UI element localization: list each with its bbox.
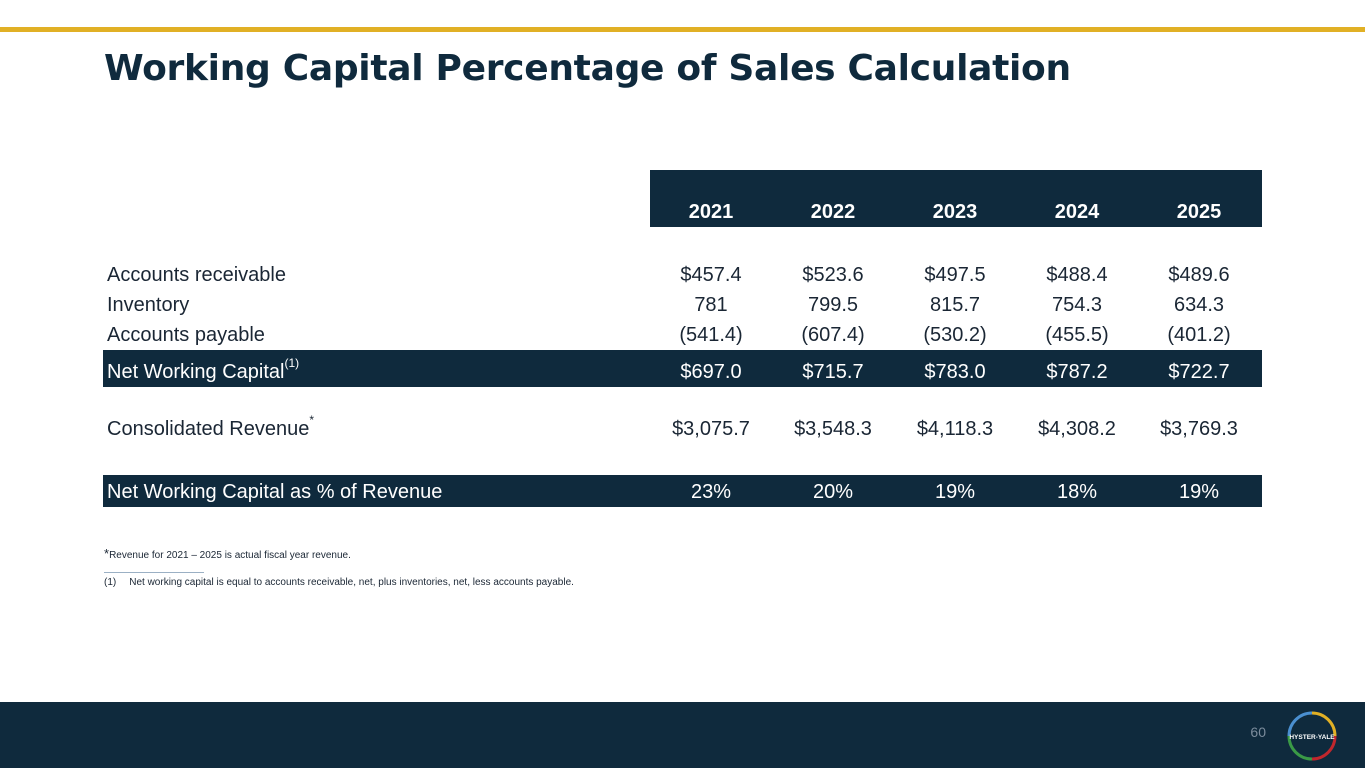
revenue-footnote-text: Revenue for 2021 – 2025 is actual fiscal… [109,550,351,561]
hyster-yale-logo: HYSTER-YALE [1287,711,1337,761]
nwc-pct-revenue-2023: 19% [934,481,976,503]
year-header-2022: 2022 [810,201,856,223]
footnote-divider [104,572,204,573]
page-number: 60 [1250,724,1266,740]
accounts-payable-2025: (401.2) [1167,324,1231,346]
year-header-2023: 2023 [932,201,978,223]
row-label-inventory: Inventory [107,294,190,316]
consolidated-revenue-2025: $3,769.3 [1160,418,1238,440]
consolidated-revenue-2022: $3,548.3 [794,418,872,440]
nwc-footnote: (1) Net working capital is equal to accou… [104,577,574,588]
accounts-payable-2023: (530.2) [923,324,987,346]
consolidated-revenue-2024: $4,308.2 [1038,418,1116,440]
revenue-footnote: *Revenue for 2021 – 2025 is actual fisca… [104,546,351,561]
consolidated-revenue-2023: $4,118.3 [916,418,994,440]
year-header-2024: 2024 [1054,201,1100,223]
net-working-capital-2023: $783.0 [924,361,986,383]
accounts-payable-2021: (541.4) [679,324,743,346]
consolidated-revenue-2021: $3,075.7 [672,418,750,440]
page-title: Working Capital Percentage of Sales Calc… [104,48,1071,89]
row-label-nwc-pct-revenue: Net Working Capital as % of Revenue [107,481,443,503]
row-label-consolidated-revenue: Consolidated Revenue* [107,414,314,444]
net-working-capital-2024: $787.2 [1046,361,1108,383]
inventory-2024: 754.3 [1051,294,1103,316]
revenue-footnote-star: * [104,546,110,561]
accounts-payable-2022: (607.4) [801,324,865,346]
nwc-pct-revenue-2022: 20% [812,481,854,503]
net-working-capital-2022: $715.7 [802,361,864,383]
accounts-receivable-2024: $488.4 [1046,264,1108,286]
accounts-receivable-2021: $457.4 [680,264,742,286]
net-working-capital-band [103,350,1262,387]
accounts-receivable-2022: $523.6 [802,264,864,286]
net-working-capital-2021: $697.0 [680,361,742,383]
year-header-2025: 2025 [1176,201,1222,223]
inventory-2023: 815.7 [929,294,981,316]
nwc-pct-revenue-2025: 19% [1178,481,1220,503]
consolidated-revenue-label-text: Consolidated Revenue [107,418,310,440]
nwc-pct-revenue-2021: 23% [690,481,732,503]
accounts-receivable-2025: $489.6 [1168,264,1230,286]
nwc-footnote-marker: (1) [104,577,117,588]
accounts-receivable-2023: $497.5 [924,264,986,286]
footnote-marker-star: * [309,413,315,428]
year-header-band [650,170,1262,227]
nwc-footnote-text: Net working capital is equal to accounts… [129,577,574,588]
nwc-pct-revenue-band [103,475,1262,507]
inventory-2022: 799.5 [807,294,859,316]
nwc-pct-revenue-2024: 18% [1056,481,1098,503]
inventory-2021: 781 [694,294,728,316]
top-accent-rule [0,27,1365,32]
year-header-2021: 2021 [688,201,734,223]
footer-bar [0,702,1365,768]
row-label-net-working-capital: Net Working Capital(1) [107,357,299,387]
row-label-accounts-payable: Accounts payable [107,324,265,346]
accounts-payable-2024: (455.5) [1045,324,1109,346]
net-working-capital-label-text: Net Working Capital [107,361,285,383]
inventory-2025: 634.3 [1173,294,1225,316]
footnote-marker-1: (1) [284,356,300,371]
logo-text: HYSTER-YALE [1289,734,1335,741]
net-working-capital-2025: $722.7 [1168,361,1230,383]
row-label-accounts-receivable: Accounts receivable [107,264,286,286]
